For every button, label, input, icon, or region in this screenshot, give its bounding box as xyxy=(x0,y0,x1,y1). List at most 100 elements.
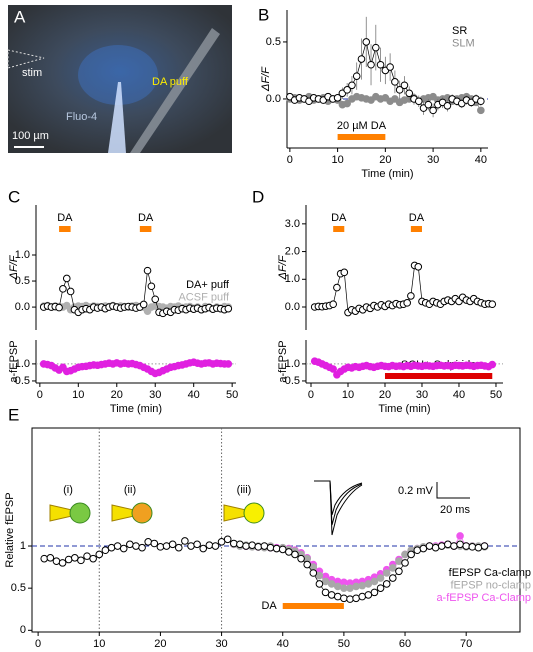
x-tick-label: 40 xyxy=(277,638,289,650)
data-point xyxy=(62,274,71,283)
legend-entry: SR xyxy=(452,25,467,37)
x-tick-label: 40 xyxy=(188,389,200,401)
data-point xyxy=(425,542,434,550)
data-point xyxy=(468,543,477,551)
x-tick-label: 10 xyxy=(93,638,105,650)
data-point xyxy=(358,592,367,601)
x-tick-label: 50 xyxy=(226,389,238,401)
data-point xyxy=(278,545,287,554)
cell-icon xyxy=(243,502,265,524)
inset-trace xyxy=(314,480,470,536)
data-point xyxy=(414,263,423,271)
data-point xyxy=(462,542,470,550)
data-point xyxy=(168,540,177,549)
y-tick-label: 0.5 xyxy=(15,275,30,287)
data-point xyxy=(401,550,409,559)
data-point xyxy=(474,543,483,552)
data-point xyxy=(199,544,208,553)
puff-pipette xyxy=(130,28,220,153)
data-point xyxy=(343,99,351,108)
data-point xyxy=(46,554,55,562)
treatment-label: 20 µM DA xyxy=(337,120,387,132)
data-point xyxy=(419,544,428,553)
data-point xyxy=(395,567,403,576)
data-point xyxy=(95,550,104,559)
data-point xyxy=(230,539,238,548)
treatment-label: DA xyxy=(57,212,73,224)
data-point xyxy=(358,581,367,590)
y-tick-label: 1.0 xyxy=(285,273,300,285)
data-point xyxy=(205,541,214,549)
series xyxy=(310,357,497,379)
x-tick-label: 40 xyxy=(453,389,465,401)
y-tick-label: 0.0 xyxy=(15,301,30,313)
y-tick-label: 1.0 xyxy=(15,358,30,370)
legend-entry: fEPSP Ca-clamp xyxy=(449,567,531,579)
series xyxy=(39,358,233,378)
x-tick-label: 70 xyxy=(460,638,472,650)
x-axis-label: Time (min) xyxy=(361,168,413,180)
plot-frame xyxy=(31,427,521,633)
data-point xyxy=(403,299,411,307)
x-tick-label: 40 xyxy=(475,154,487,166)
data-point xyxy=(477,97,485,106)
legend-entry: SLM xyxy=(452,37,475,49)
treatment-bar xyxy=(333,226,345,232)
data-point xyxy=(266,543,275,552)
dye-label: Fluo-4 xyxy=(66,111,97,123)
data-point xyxy=(348,81,356,90)
data-point xyxy=(370,588,379,597)
y-tick-label: 0 xyxy=(20,624,26,636)
y-tick-label: 3.0 xyxy=(285,218,300,230)
data-point xyxy=(443,102,452,110)
data-point xyxy=(407,292,415,300)
y-axis-label: ΔF/F xyxy=(277,254,289,280)
treatment-bar xyxy=(59,226,71,232)
x-tick-label: 30 xyxy=(149,389,161,401)
data-point xyxy=(333,94,342,102)
y-tick-label: 0.5 xyxy=(285,375,300,387)
y-tick-label: 0.5 xyxy=(15,375,30,387)
data-point xyxy=(424,100,433,109)
x-tick-label: 0 xyxy=(287,154,293,166)
data-point xyxy=(386,63,394,71)
data-point xyxy=(450,542,458,550)
panel-letter: C xyxy=(8,187,20,206)
data-point xyxy=(429,106,437,115)
panel-letter: B xyxy=(258,5,269,24)
data-point xyxy=(340,584,348,592)
y-tick-label: 0.0 xyxy=(285,301,300,313)
data-point xyxy=(376,60,385,69)
y-tick-label: 1 xyxy=(20,540,26,552)
data-point xyxy=(488,300,497,309)
series xyxy=(286,16,485,118)
cell-icons xyxy=(49,502,265,524)
x-tick-label: 0 xyxy=(35,638,41,650)
legend-entry: ACSF puff xyxy=(178,291,229,303)
data-point xyxy=(272,544,281,553)
data-point xyxy=(132,542,140,550)
data-point xyxy=(144,538,152,546)
treatment-label: DA xyxy=(409,212,425,224)
treatment-bar xyxy=(139,226,152,232)
y-axis-label: a-fEPSP xyxy=(277,340,289,382)
data-point xyxy=(488,360,497,369)
data-point xyxy=(193,540,201,549)
treatment-bar xyxy=(410,226,422,232)
x-tick-label: 10 xyxy=(72,389,84,401)
y-axis-label: a-fEPSP xyxy=(8,340,20,382)
x-axis-label: Time (min) xyxy=(110,403,162,415)
data-point xyxy=(413,546,422,555)
data-point xyxy=(64,555,73,564)
legend-entry: a-fEPSP Ca-Clamp xyxy=(436,592,531,604)
data-point xyxy=(58,559,67,567)
data-point xyxy=(352,582,360,591)
data-point xyxy=(340,594,348,603)
data-point xyxy=(224,360,233,368)
data-point xyxy=(372,43,380,52)
data-point xyxy=(327,591,336,599)
data-point xyxy=(248,541,256,549)
data-point xyxy=(395,557,403,565)
data-point xyxy=(382,569,391,577)
